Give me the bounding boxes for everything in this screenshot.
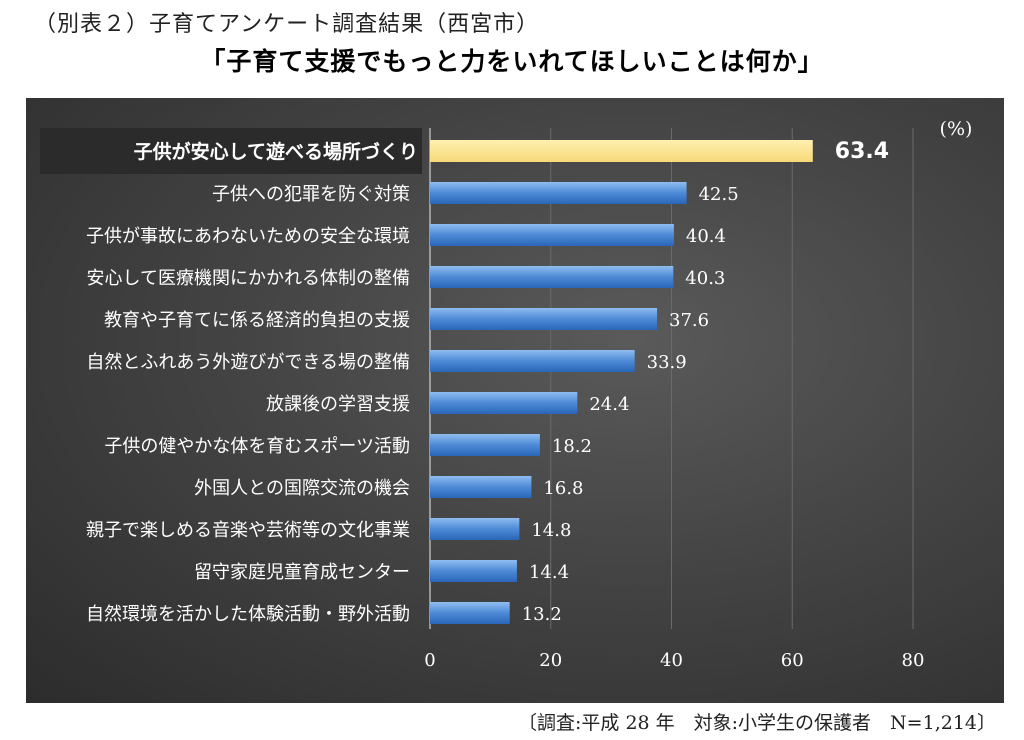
x-tick-label: 80: [902, 650, 925, 671]
category-label: 放課後の学習支援: [266, 394, 410, 415]
category-label: 子供の健やかな体を育むスポーツ活動: [104, 436, 410, 457]
value-label: 24.4: [589, 394, 629, 415]
x-tick-label: 0: [424, 650, 435, 671]
chart-panel: 子供が安心して遊べる場所づくり子供への犯罪を防ぐ対策子供が事故にあわないための安…: [26, 98, 1004, 703]
chart-title: 「子育て支援でもっと力をいれてほしいことは何か」: [200, 47, 824, 76]
bar-highlight: [430, 140, 813, 162]
bar: [430, 266, 674, 288]
category-label: 子供が事故にあわないための安全な環境: [86, 226, 410, 247]
bar: [430, 182, 687, 204]
value-label: 40.3: [685, 268, 725, 289]
unit-label: (%): [940, 118, 973, 140]
value-label: 37.6: [669, 310, 709, 331]
category-label: 親子で楽しめる音楽や芸術等の文化事業: [86, 520, 410, 541]
bar: [430, 350, 635, 372]
bar: [430, 518, 520, 540]
value-label: 40.4: [686, 226, 726, 247]
survey-note: 〔調査:平成 28 年 対象:小学生の保護者 N=1,214〕: [518, 712, 996, 734]
category-label: 子供が安心して遊べる場所づくり: [134, 140, 418, 163]
value-label: 14.8: [531, 520, 571, 541]
x-tick-label: 60: [781, 650, 804, 671]
page-heading: （別表２）子育てアンケート調査結果（西宮市）: [34, 12, 540, 37]
category-label: 教育や子育てに係る経済的負担の支援: [104, 310, 410, 331]
bar: [430, 476, 532, 498]
highlight-label-bg: [40, 128, 422, 174]
bar: [430, 560, 517, 582]
value-label: 13.2: [522, 604, 562, 625]
value-label: 33.9: [647, 352, 687, 373]
bar: [430, 392, 578, 414]
category-label: 自然環境を活かした体験活動・野外活動: [86, 604, 410, 625]
value-label: 63.4: [835, 139, 889, 164]
x-tick-label: 40: [660, 650, 683, 671]
x-tick-label: 20: [539, 650, 562, 671]
bar-chart: 子供が安心して遊べる場所づくり子供への犯罪を防ぐ対策子供が事故にあわないための安…: [40, 118, 973, 671]
category-label: 外国人との国際交流の機会: [194, 478, 410, 499]
category-label: 安心して医療機関にかかれる体制の整備: [87, 268, 410, 289]
value-label: 18.2: [552, 436, 592, 457]
category-label: 留守家庭児童育成センター: [194, 562, 410, 583]
value-label: 42.5: [699, 184, 739, 205]
bar: [430, 602, 510, 624]
category-label: 子供への犯罪を防ぐ対策: [212, 184, 410, 205]
value-label: 16.8: [543, 478, 583, 499]
bar: [430, 224, 674, 246]
category-label: 自然とふれあう外遊びができる場の整備: [86, 352, 410, 373]
bar: [430, 308, 658, 330]
bar: [430, 434, 540, 456]
value-label: 14.4: [529, 562, 569, 583]
